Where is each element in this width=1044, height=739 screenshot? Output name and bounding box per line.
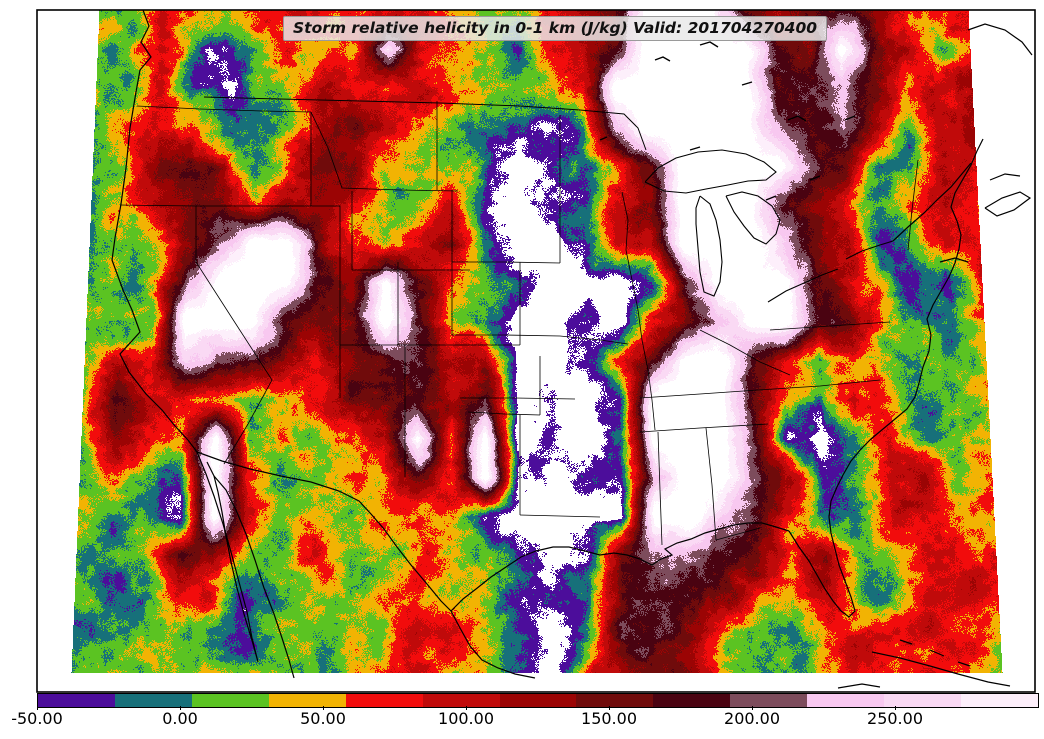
colorbar-segment [38,694,115,707]
colorbar-tick-label: -50.00 [11,709,63,728]
map-title: Storm relative helicity in 0-1 km (J/kg)… [283,16,828,41]
colorbar-segment [114,694,192,707]
colorbar-tick-label: 200.00 [724,709,780,728]
colorbar-segment [576,694,654,707]
colorbar-segment [961,694,1038,707]
colorbar-tick [609,706,610,710]
colorbar-tick [895,706,896,710]
colorbar-segment [499,694,577,707]
colorbar-segment [345,694,423,707]
axes-frame [36,9,1036,693]
colorbar-tick [752,706,753,710]
colorbar-segment [268,694,346,707]
colorbar-tick [466,706,467,710]
colorbar [37,693,1039,708]
colorbar-segment [191,694,269,707]
colorbar-tick-label: 150.00 [581,709,637,728]
colorbar-segment [884,694,962,707]
colorbar-tick-label: 0.00 [162,709,198,728]
map-title-text: Storm relative helicity in 0-1 km (J/kg)… [293,19,818,37]
colorbar-tick [323,706,324,710]
colorbar-tick [37,706,38,710]
island-marks [599,41,856,201]
colorbar-segment [653,694,731,707]
great-lakes-outline [644,149,894,303]
colorbar-tick-label: 100.00 [438,709,494,728]
coastline [111,9,1033,689]
colorbar-tick [180,706,181,710]
canada-border [203,96,647,151]
colorbar-segment [730,694,808,707]
colorbar-tick-label: 50.00 [300,709,346,728]
colorbar-tick-label: 250.00 [867,709,923,728]
state-borders [119,101,919,546]
colorbar-segment [422,694,500,707]
colorbar-segment [807,694,885,707]
